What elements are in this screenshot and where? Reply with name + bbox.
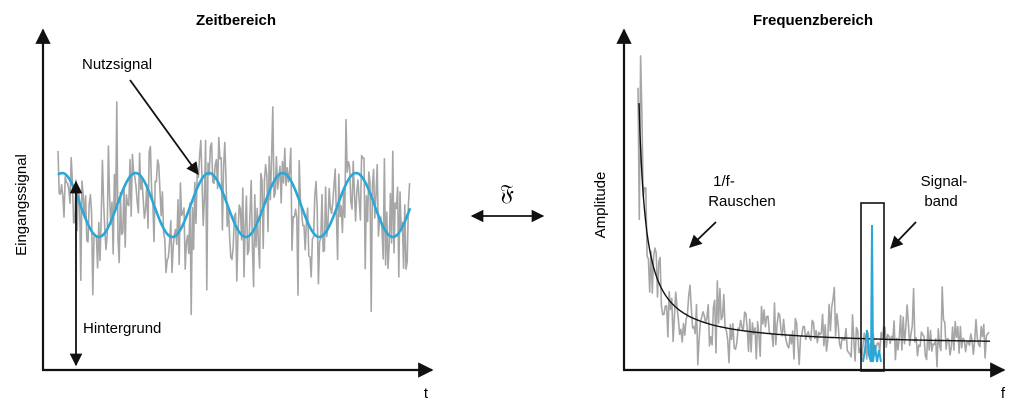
signal-band-box xyxy=(860,202,885,372)
one-over-f-label-line2: Rauschen xyxy=(708,193,776,210)
frequency-y-axis-label: Amplitude xyxy=(592,172,609,239)
useful-signal-arrow xyxy=(129,79,199,176)
signal-band-label-line1: Signal- xyxy=(921,173,968,190)
fourier-symbol: 𝔉 xyxy=(500,181,514,206)
frequency-x-axis-label: f xyxy=(1001,385,1006,402)
signal-band-peak xyxy=(862,224,882,363)
time-y-axis-label: Eingangssignal xyxy=(13,154,30,256)
useful-signal-label: Nutzsignal xyxy=(82,56,152,73)
time-domain-panel: Zeitbereich Eingangssignal t Nutzsignal … xyxy=(13,12,434,402)
signal-band-label-line2: band xyxy=(924,193,957,210)
one-over-f-label-line1: 1/f- xyxy=(713,173,735,190)
one-over-f-fit-curve xyxy=(638,103,991,342)
frequency-domain-title: Frequenzbereich xyxy=(753,12,873,29)
one-over-f-arrow xyxy=(689,221,717,248)
fourier-transform-connector: 𝔉 xyxy=(470,181,545,223)
background-label: Hintergrund xyxy=(83,320,161,337)
frequency-domain-panel: Frequenzbereich Amplitude f 1/f- Rausche… xyxy=(592,12,1006,402)
useful-signal-sine xyxy=(57,171,412,239)
spectrum-noise-trace xyxy=(637,55,990,368)
time-x-axis-label: t xyxy=(424,385,429,402)
time-noise-trace xyxy=(57,101,411,316)
time-domain-title: Zeitbereich xyxy=(196,12,276,29)
signal-band-arrow xyxy=(890,221,917,249)
